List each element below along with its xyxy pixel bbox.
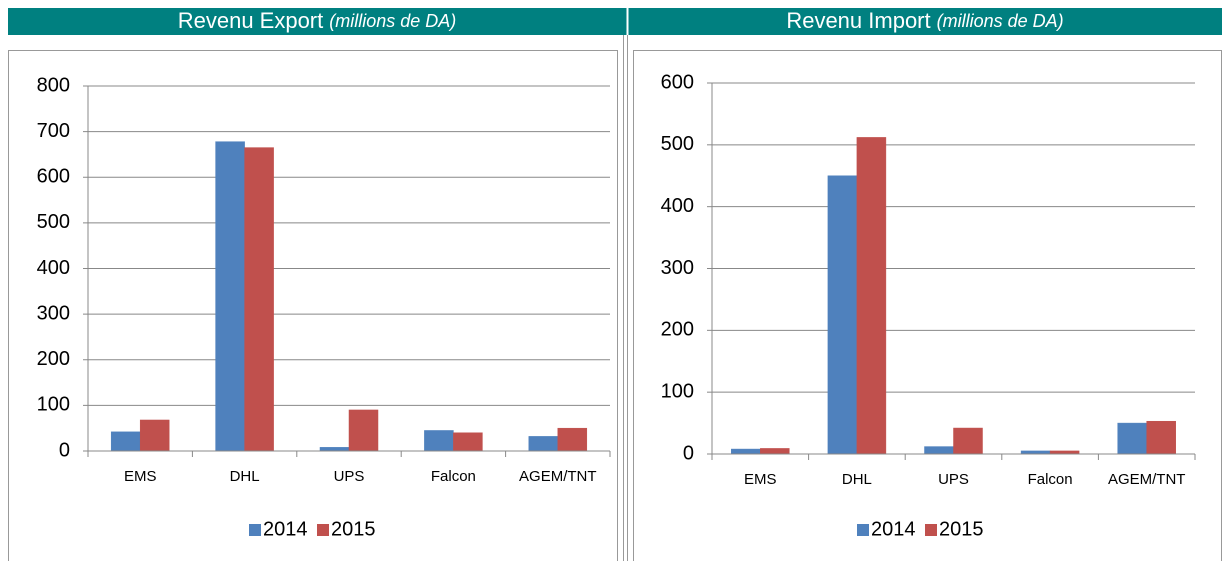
y-tick-label: 300 — [37, 302, 70, 324]
y-tick-label: 0 — [59, 439, 70, 461]
legend-label: 2015 — [331, 518, 376, 540]
legend-swatch — [925, 524, 937, 536]
legend-label: 2015 — [939, 518, 984, 540]
bar — [953, 427, 983, 455]
x-tick-label: Falcon — [431, 468, 476, 485]
x-tick-label: DHL — [230, 468, 260, 485]
y-tick-label: 600 — [37, 166, 70, 188]
y-tick-label: 100 — [661, 380, 694, 402]
bar — [215, 141, 245, 452]
y-tick-label: 300 — [661, 257, 694, 279]
bar — [424, 430, 454, 452]
bar — [924, 446, 954, 455]
title-text: Revenu Import — [786, 8, 930, 33]
x-tick-label: EMS — [124, 468, 157, 485]
bar — [528, 436, 559, 452]
legend-label: 2014 — [871, 518, 916, 540]
legend-swatch — [249, 524, 261, 536]
x-tick-label: UPS — [938, 471, 969, 488]
title-unit: (millions de DA) — [937, 11, 1064, 31]
legend-swatch — [317, 524, 329, 536]
header-bar — [8, 8, 1222, 35]
y-tick-label: 400 — [37, 257, 70, 279]
y-tick-label: 200 — [37, 348, 70, 370]
bar — [348, 409, 379, 452]
legend-label: 2014 — [263, 518, 308, 540]
bar — [139, 419, 170, 452]
y-tick-label: 600 — [661, 71, 694, 93]
bar — [110, 431, 141, 452]
y-tick-label: 500 — [661, 133, 694, 155]
chart-title: Revenu Import (millions de DA) — [786, 8, 1063, 33]
x-tick-label: EMS — [744, 471, 777, 488]
bar — [827, 175, 858, 455]
y-tick-label: 700 — [37, 120, 70, 142]
legend-swatch — [857, 524, 869, 536]
y-tick-label: 800 — [37, 74, 70, 96]
x-tick-label: AGEM/TNT — [1108, 471, 1186, 488]
y-tick-label: 500 — [37, 211, 70, 233]
y-tick-label: 400 — [661, 195, 694, 217]
bar — [1146, 420, 1176, 455]
panel-border — [8, 50, 618, 561]
bar — [760, 448, 790, 455]
y-tick-label: 100 — [37, 394, 70, 416]
x-tick-label: AGEM/TNT — [519, 468, 597, 485]
bar — [319, 447, 350, 452]
panel-border — [633, 50, 1222, 561]
title-text: Revenu Export — [178, 8, 324, 33]
x-tick-label: UPS — [334, 468, 365, 485]
y-tick-label: 0 — [683, 442, 694, 464]
x-tick-label: Falcon — [1028, 471, 1073, 488]
y-tick-label: 200 — [661, 319, 694, 341]
bar — [453, 432, 483, 452]
bar — [731, 448, 761, 455]
bar — [856, 137, 887, 455]
bar — [1117, 422, 1147, 455]
title-unit: (millions de DA) — [329, 11, 456, 31]
bar — [557, 427, 588, 452]
x-tick-label: DHL — [842, 471, 872, 488]
chart-title: Revenu Export (millions de DA) — [178, 8, 457, 33]
bar — [244, 147, 274, 452]
